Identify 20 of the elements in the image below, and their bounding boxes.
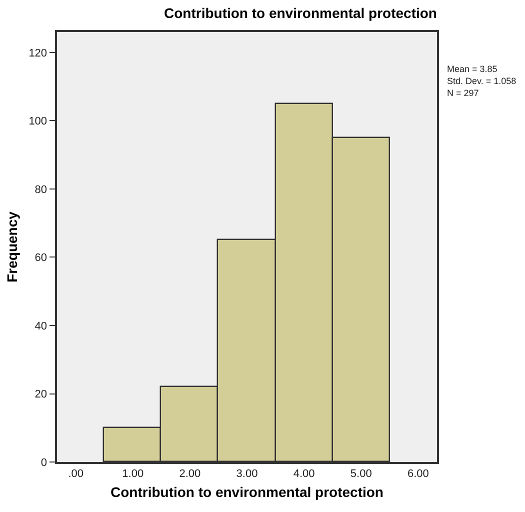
x-tick-label: 5.00 [350, 468, 372, 480]
y-tick-label: 40 [34, 320, 48, 332]
chart-title: Contribution to environmental protection [164, 4, 437, 21]
y-tick-label: 60 [34, 252, 48, 264]
x-tick-label: 4.00 [293, 468, 315, 480]
y-tick-label: 0 [40, 456, 48, 469]
x-tick-label: .00 [68, 468, 84, 480]
text: N = 297 [447, 88, 479, 98]
x-tick-label: 6.00 [407, 468, 429, 480]
y-tick-label: 80 [34, 184, 48, 196]
y-tick-label: 20 [34, 388, 48, 401]
x-tick-label: 3.00 [236, 468, 258, 480]
y-tick-label: 100 [28, 116, 48, 128]
x-tick-label: 1.00 [122, 468, 144, 480]
x-axis-title: Contribution to environmental protection [110, 484, 384, 500]
x-tick-label: 2.00 [179, 468, 201, 480]
text: Mean = 3.85 [447, 64, 498, 74]
text: Std. Dev. = 1.058 [447, 76, 516, 86]
y-tick-label: 120 [28, 47, 48, 60]
y-axis-title: Frequency [4, 211, 20, 282]
